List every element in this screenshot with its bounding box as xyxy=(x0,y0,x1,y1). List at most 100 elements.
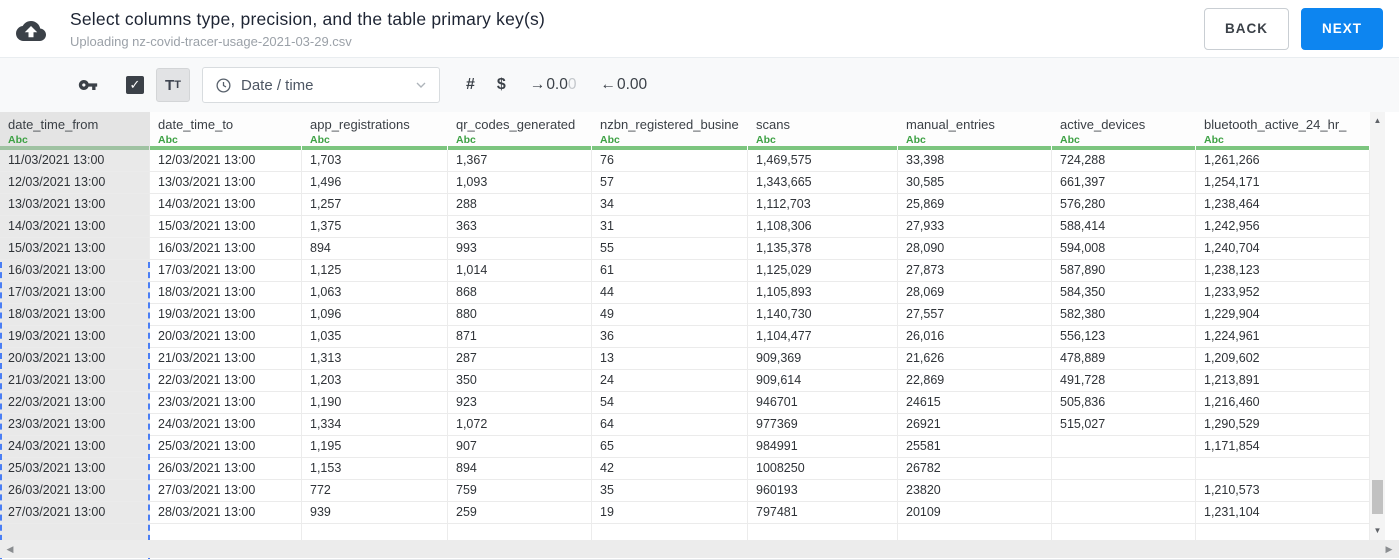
table-row: 22/03/2021 13:00 23/03/2021 13:00 1,190 923… xyxy=(0,392,1370,414)
vertical-scrollbar[interactable]: ▲ ▼ xyxy=(1370,112,1385,540)
number-type-icon[interactable]: # xyxy=(466,76,475,93)
vertical-scrollbar-thumb[interactable] xyxy=(1372,480,1383,514)
next-button[interactable]: NEXT xyxy=(1300,7,1383,50)
table-cell: 16/03/2021 13:00 xyxy=(150,238,302,260)
scroll-down-arrow-icon[interactable]: ▼ xyxy=(1373,526,1382,535)
column-header-scans[interactable]: scans Abc xyxy=(748,112,898,150)
table-cell: 23/03/2021 13:00 xyxy=(150,392,302,414)
table-cell: 868 xyxy=(448,282,592,304)
table-cell: 18/03/2021 13:00 xyxy=(150,282,302,304)
table-cell: 1,108,306 xyxy=(748,216,898,238)
table-cell: 28,069 xyxy=(898,282,1052,304)
table-cell: 25/03/2021 13:00 xyxy=(0,458,150,480)
table-cell: 993 xyxy=(448,238,592,260)
column-name: scans xyxy=(756,117,790,132)
column-header-bluetooth_active_24_hr_[interactable]: bluetooth_active_24_hr_ Abc xyxy=(1196,112,1370,150)
include-column-checkbox[interactable]: ✓ xyxy=(126,76,144,94)
table-cell: 22/03/2021 13:00 xyxy=(150,370,302,392)
table-cell: 20/03/2021 13:00 xyxy=(0,348,150,370)
table-cell: 27/03/2021 13:00 xyxy=(0,502,150,524)
table-cell: 31 xyxy=(592,216,748,238)
column-status-bar xyxy=(1196,146,1369,150)
table-row: 21/03/2021 13:00 22/03/2021 13:00 1,203 350… xyxy=(0,370,1370,392)
table-cell-empty xyxy=(592,524,748,540)
decrease-precision-control[interactable]: ←0.00 xyxy=(601,76,648,94)
table-cell: 49 xyxy=(592,304,748,326)
table-cell-empty xyxy=(748,524,898,540)
table-cell: 12/03/2021 13:00 xyxy=(0,172,150,194)
table-cell: 15/03/2021 13:00 xyxy=(150,216,302,238)
currency-type-icon[interactable]: $ xyxy=(496,76,506,93)
table-cell: 1,224,961 xyxy=(1196,326,1370,348)
column-header-app_registrations[interactable]: app_registrations Abc xyxy=(302,112,448,150)
table-cell: 21/03/2021 13:00 xyxy=(150,348,302,370)
table-cell: 1,290,529 xyxy=(1196,414,1370,436)
column-type-dropdown[interactable]: Date / time xyxy=(202,67,440,103)
table-cell: 1,343,665 xyxy=(748,172,898,194)
column-type-badge: Abc xyxy=(906,134,926,146)
table-cell: 18/03/2021 13:00 xyxy=(0,304,150,326)
table-cell: 556,123 xyxy=(1052,326,1196,348)
table-row: 12/03/2021 13:00 13/03/2021 13:00 1,496 1,0… xyxy=(0,172,1370,194)
table-cell: 26/03/2021 13:00 xyxy=(0,480,150,502)
table-cell: 1,112,703 xyxy=(748,194,898,216)
scroll-left-arrow-icon[interactable]: ◀ xyxy=(6,544,14,554)
table-cell: 1,375 xyxy=(302,216,448,238)
column-header-date_time_from[interactable]: date_time_from Abc xyxy=(0,112,150,150)
table-row: 20/03/2021 13:00 21/03/2021 13:00 1,313 287… xyxy=(0,348,1370,370)
column-header-manual_entries[interactable]: manual_entries Abc xyxy=(898,112,1052,150)
table-cell: 909,369 xyxy=(748,348,898,370)
primary-key-icon[interactable] xyxy=(78,75,98,95)
column-header-qr_codes_generated[interactable]: qr_codes_generated Abc xyxy=(448,112,592,150)
table-cell: 24 xyxy=(592,370,748,392)
table-cell: 960193 xyxy=(748,480,898,502)
scroll-right-arrow-icon[interactable]: ▶ xyxy=(1385,544,1393,554)
table-cell: 28/03/2021 13:00 xyxy=(150,502,302,524)
table-cell: 22,869 xyxy=(898,370,1052,392)
table-cell: 588,414 xyxy=(1052,216,1196,238)
table-cell: 28,090 xyxy=(898,238,1052,260)
table-cell: 19 xyxy=(592,502,748,524)
table-cell: 1,072 xyxy=(448,414,592,436)
table-cell: 1,171,854 xyxy=(1196,436,1370,458)
table-cell-empty xyxy=(898,524,1052,540)
table-cell: 21,626 xyxy=(898,348,1052,370)
wizard-nav-buttons: BACK NEXT xyxy=(1203,7,1383,50)
table-cell: 1,125,029 xyxy=(748,260,898,282)
column-type-badge: Abc xyxy=(8,134,28,146)
column-header-nzbn_registered_busine[interactable]: nzbn_registered_busine Abc xyxy=(592,112,748,150)
increase-precision-control[interactable]: →0.00 xyxy=(530,76,577,94)
table-cell: 21/03/2021 13:00 xyxy=(0,370,150,392)
table-row: 27/03/2021 13:00 28/03/2021 13:00 939 259 19… xyxy=(0,502,1370,524)
text-type-label-small: T xyxy=(174,79,181,91)
table-cell-empty xyxy=(1196,524,1370,540)
table-cell: 1,135,378 xyxy=(748,238,898,260)
back-button[interactable]: BACK xyxy=(1203,7,1289,50)
horizontal-scrollbar[interactable]: ◀ ▶ xyxy=(0,540,1399,558)
precision-right-value: 0.0 xyxy=(546,76,568,93)
table-cell: 259 xyxy=(448,502,592,524)
table-cell-empty xyxy=(448,524,592,540)
table-cell: 894 xyxy=(448,458,592,480)
table-cell: 27,873 xyxy=(898,260,1052,282)
table-cell: 894 xyxy=(302,238,448,260)
table-cell: 27/03/2021 13:00 xyxy=(150,480,302,502)
column-header-active_devices[interactable]: active_devices Abc xyxy=(1052,112,1196,150)
table-cell: 1,229,904 xyxy=(1196,304,1370,326)
table-cell: 515,027 xyxy=(1052,414,1196,436)
table-cell: 24/03/2021 13:00 xyxy=(0,436,150,458)
scroll-up-arrow-icon[interactable]: ▲ xyxy=(1373,116,1382,125)
precision-right-faded-digit: 0 xyxy=(567,76,577,93)
table-cell: 1,240,704 xyxy=(1196,238,1370,260)
table-cell: 26921 xyxy=(898,414,1052,436)
table-cell: 1,035 xyxy=(302,326,448,348)
column-header-date_time_to[interactable]: date_time_to Abc xyxy=(150,112,302,150)
table-cell: 24615 xyxy=(898,392,1052,414)
table-cell xyxy=(1052,458,1196,480)
table-cell: 1,242,956 xyxy=(1196,216,1370,238)
column-status-bar xyxy=(748,146,897,150)
table-cell: 57 xyxy=(592,172,748,194)
text-type-label-big: T xyxy=(165,76,175,94)
